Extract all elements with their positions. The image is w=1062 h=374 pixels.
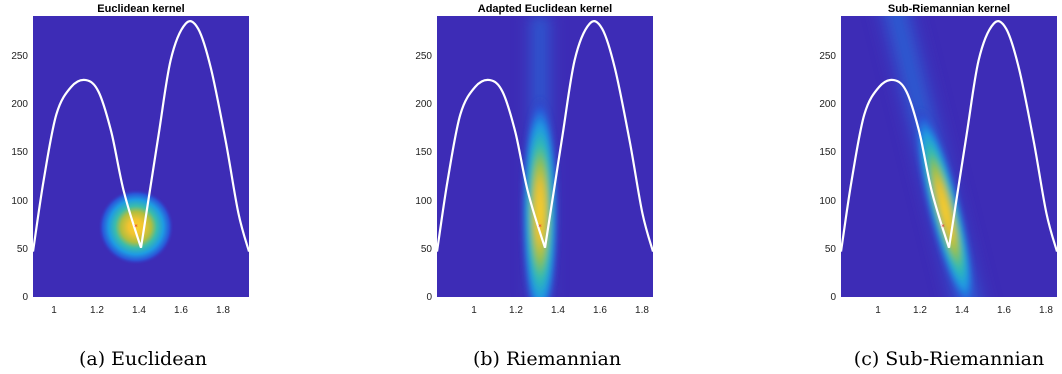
- kernel-center-marker: *: [134, 223, 138, 231]
- x-tick-label: 1.2: [509, 305, 523, 316]
- x-tick-label: 1.6: [997, 305, 1011, 316]
- y-tick-label: 250: [11, 51, 28, 62]
- kernel-blob: [98, 189, 174, 265]
- panel-euclidean: * Euclidean kernel 1 1.2 1.4 1.6 1.8 0 5…: [11, 3, 249, 370]
- x-tick-label: 1.8: [1039, 305, 1053, 316]
- y-tick-label: 50: [825, 244, 837, 255]
- y-tick-label: 50: [17, 244, 29, 255]
- svg-text:*: *: [134, 223, 138, 231]
- x-ticks: 1 1.2 1.4 1.6 1.8: [471, 305, 649, 316]
- y-tick-label: 50: [421, 244, 433, 255]
- x-tick-label: 1.4: [551, 305, 565, 316]
- x-tick-label: 1: [875, 305, 881, 316]
- y-tick-label: 150: [11, 147, 28, 158]
- kernel-blob: [522, 97, 558, 297]
- y-tick-label: 150: [415, 147, 432, 158]
- x-tick-label: 1.8: [635, 305, 649, 316]
- x-tick-label: 1: [471, 305, 477, 316]
- panel-title: Euclidean kernel: [97, 3, 184, 15]
- panel-title: Adapted Euclidean kernel: [478, 3, 612, 15]
- y-tick-label: 200: [11, 99, 28, 110]
- y-tick-label: 0: [830, 292, 836, 303]
- x-tick-label: 1.2: [913, 305, 927, 316]
- subfigure-caption: (a) Euclidean: [79, 348, 207, 370]
- y-ticks: 0 50 100 150 200 250: [819, 51, 836, 303]
- y-ticks: 0 50 100 150 200 250: [415, 51, 432, 303]
- kernel-heatmap: [858, 16, 1003, 297]
- y-tick-label: 0: [426, 292, 432, 303]
- kernel-heatmap: [98, 189, 174, 265]
- x-tick-label: 1.2: [90, 305, 104, 316]
- x-tick-label: 1.8: [216, 305, 230, 316]
- y-tick-label: 250: [415, 51, 432, 62]
- x-tick-label: 1.4: [955, 305, 969, 316]
- x-ticks: 1 1.2 1.4 1.6 1.8: [51, 305, 230, 316]
- y-tick-label: 150: [819, 147, 836, 158]
- x-ticks: 1 1.2 1.4 1.6 1.8: [875, 305, 1053, 316]
- y-tick-label: 0: [22, 292, 28, 303]
- boundary-curve: [437, 20, 653, 252]
- panel-title: Sub-Riemannian kernel: [888, 3, 1010, 15]
- x-tick-label: 1.4: [132, 305, 146, 316]
- x-tick-label: 1: [51, 305, 57, 316]
- y-tick-label: 100: [11, 196, 28, 207]
- y-tick-label: 100: [819, 196, 836, 207]
- kernel-center-marker: *: [538, 223, 542, 231]
- kernel-center-marker: *: [941, 223, 945, 231]
- y-ticks: 0 50 100 150 200 250: [11, 51, 28, 303]
- kernel-heatmap: [520, 16, 560, 297]
- panel-sub-riemannian: * Sub-Riemannian kernel 1 1.2 1.4 1.6 1.…: [819, 3, 1057, 370]
- svg-text:*: *: [538, 223, 542, 231]
- x-tick-label: 1.6: [593, 305, 607, 316]
- y-tick-label: 200: [819, 99, 836, 110]
- y-tick-label: 200: [415, 99, 432, 110]
- panel-riemannian: * Adapted Euclidean kernel 1 1.2 1.4 1.6…: [415, 3, 653, 370]
- boundary-curve: [841, 20, 1057, 252]
- subfigure-caption: (b) Riemannian: [473, 348, 621, 370]
- kernel-blob: [915, 108, 975, 297]
- y-tick-label: 100: [415, 196, 432, 207]
- subfigure-caption: (c) Sub-Riemannian: [854, 348, 1044, 370]
- boundary-curve: [33, 20, 249, 252]
- svg-text:*: *: [941, 223, 945, 231]
- x-tick-label: 1.6: [174, 305, 188, 316]
- y-tick-label: 250: [819, 51, 836, 62]
